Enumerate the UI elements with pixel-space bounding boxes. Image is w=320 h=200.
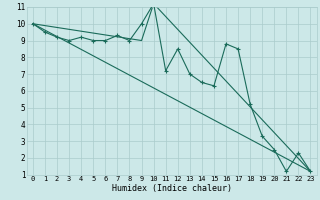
X-axis label: Humidex (Indice chaleur): Humidex (Indice chaleur) — [112, 184, 232, 193]
